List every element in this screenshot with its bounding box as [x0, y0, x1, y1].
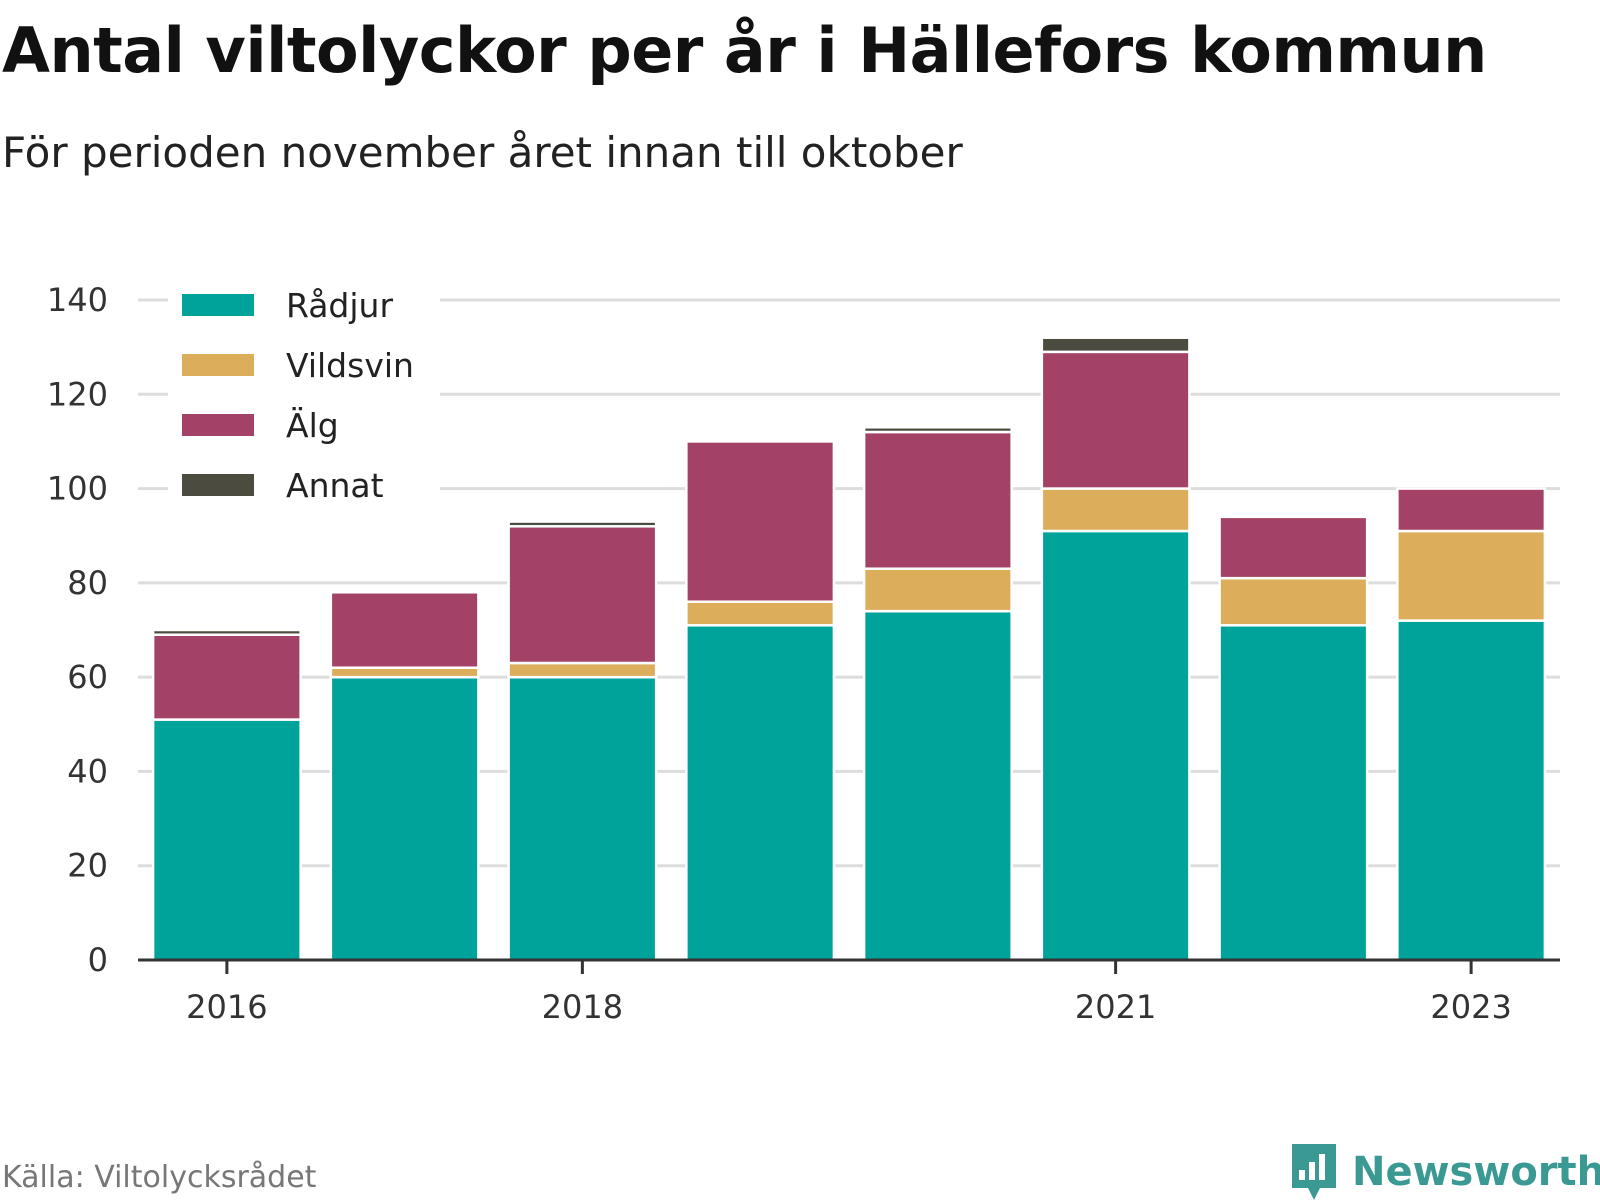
bar-segment: [685, 440, 836, 603]
chart-subtitle: För perioden november året innan till ok…: [2, 128, 963, 177]
bar-segment: [151, 633, 302, 721]
bar-segment: [1218, 576, 1369, 627]
legend-swatch: [182, 294, 254, 316]
x-tick-label: 2018: [542, 988, 623, 1026]
bar-segment: [685, 624, 836, 962]
y-tick-label: 20: [67, 847, 108, 885]
bar-segment: [507, 675, 658, 962]
y-tick-label: 80: [67, 564, 108, 602]
bar-segment: [507, 525, 658, 665]
bar-segment: [862, 426, 1013, 434]
bar-segment: [329, 666, 480, 679]
y-tick-label: 0: [88, 941, 108, 979]
bar-segment: [329, 591, 480, 669]
bar-segment: [1218, 515, 1369, 580]
bar-segment: [1396, 487, 1547, 533]
x-tick-label: 2016: [186, 988, 267, 1026]
y-tick-label: 40: [67, 752, 108, 790]
bar-segment: [1396, 619, 1547, 962]
bar-segment: [329, 675, 480, 962]
bar-segment: [862, 430, 1013, 570]
x-tick-label: 2023: [1430, 988, 1511, 1026]
bar-segment: [1040, 336, 1191, 354]
bar-segment: [1218, 624, 1369, 962]
legend-swatch: [182, 354, 254, 376]
legend-label: Annat: [286, 466, 384, 505]
axes: 0 20 40 60 80 100 120 140 2016 2018 2021 2023: [47, 281, 1560, 1026]
bars: [151, 336, 1547, 962]
legend-label: Rådjur: [286, 286, 393, 325]
x-tick-label: 2021: [1075, 988, 1156, 1026]
bar-segment: [862, 609, 1013, 962]
legend: Rådjur Vildsvin Älg Annat: [168, 278, 440, 505]
chart-title: Antal viltolyckor per år i Hällefors kom…: [2, 14, 1487, 87]
bar-segment: [507, 520, 658, 528]
bar-segment: [151, 718, 302, 962]
bar-segment: [862, 567, 1013, 613]
bar-segment: [1040, 350, 1191, 490]
bar-segment: [507, 661, 658, 679]
legend-label: Vildsvin: [286, 346, 414, 385]
y-tick-label: 60: [67, 658, 108, 696]
legend-label: Älg: [286, 406, 339, 445]
brand-logo-block: Newsworthy: [1290, 1140, 1600, 1204]
y-tick-label: 120: [47, 375, 108, 413]
y-tick-label: 140: [47, 281, 108, 319]
bar-segment: [151, 628, 302, 636]
legend-swatch: [182, 474, 254, 496]
legend-swatch: [182, 414, 254, 436]
bar-segment: [685, 600, 836, 627]
bar-segment: [1396, 529, 1547, 622]
y-tick-label: 100: [47, 470, 108, 508]
bar-segment: [1040, 487, 1191, 533]
bar-segment: [1040, 529, 1191, 962]
brand-name: Newsworthy: [1352, 1149, 1600, 1195]
source-note: Källa: Viltolycksrådet: [2, 1160, 317, 1195]
newsworthy-logo-icon: [1292, 1144, 1336, 1200]
